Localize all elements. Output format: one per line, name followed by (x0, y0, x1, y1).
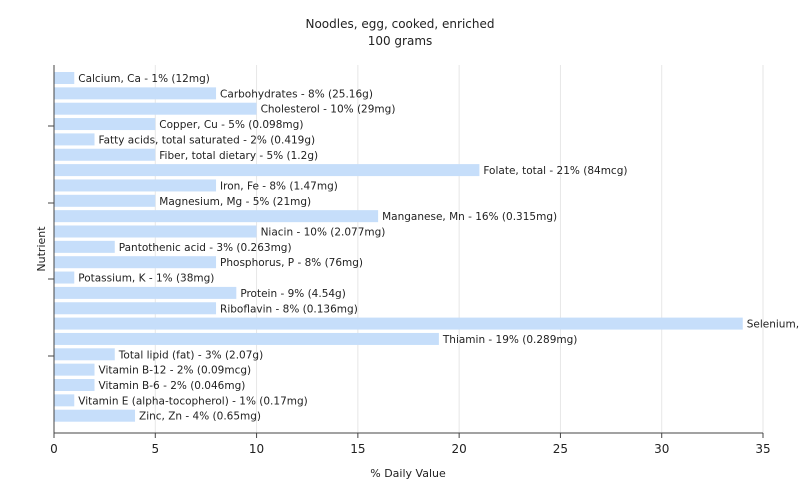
bar-15 (54, 302, 217, 315)
x-tick-label-0: 0 (50, 442, 58, 456)
bar-label-4: Fatty acids, total saturated - 2% (0.419… (99, 134, 316, 146)
x-axis-title: % Daily Value (370, 467, 446, 480)
bar-16 (54, 317, 743, 330)
bar-18 (54, 348, 115, 361)
bar-label-15: Riboflavin - 8% (0.136mg) (220, 303, 358, 315)
bar-label-11: Pantothenic acid - 3% (0.263mg) (119, 242, 292, 254)
bar-label-10: Niacin - 10% (2.077mg) (261, 227, 386, 239)
bar-label-18: Total lipid (fat) - 3% (2.07g) (118, 349, 263, 361)
grid-layer (53, 65, 764, 433)
bar-label-19: Vitamin B-12 - 2% (0.09mcg) (99, 365, 252, 377)
bar-9 (54, 210, 379, 223)
chart-title: Noodles, egg, cooked, enriched (305, 17, 494, 31)
bar-8 (54, 194, 156, 207)
bar-label-3: Copper, Cu - 5% (0.098mg) (159, 119, 303, 131)
bar-label-21: Vitamin E (alpha-tocopherol) - 1% (0.17m… (78, 395, 308, 407)
bar-label-22: Zinc, Zn - 4% (0.65mg) (139, 411, 261, 423)
bar-17 (54, 332, 439, 345)
bar-label-8: Magnesium, Mg - 5% (21mg) (159, 196, 311, 208)
bar-label-12: Phosphorus, P - 8% (76mg) (220, 257, 363, 269)
bar-2 (54, 102, 257, 115)
bar-21 (54, 394, 75, 407)
x-tick-label-2: 10 (249, 442, 264, 456)
bar-22 (54, 409, 136, 422)
y-axis-title: Nutrient (35, 226, 48, 272)
bar-19 (54, 363, 95, 376)
bar-10 (54, 225, 257, 238)
bar-label-5: Fiber, total dietary - 5% (1.2g) (159, 150, 318, 162)
ticks-layer: 0 5 10 15 20 25 30 35 (50, 433, 771, 456)
bar-label-16: Selenium, Se - 34% (23.9mcg) (747, 319, 800, 331)
bar-3 (54, 118, 156, 131)
bar-11 (54, 240, 115, 253)
bar-13 (54, 271, 75, 284)
bar-7 (54, 179, 217, 192)
bar-label-1: Carbohydrates - 8% (25.16g) (220, 88, 373, 100)
bar-12 (54, 256, 217, 269)
chart-subtitle: 100 grams (368, 34, 433, 48)
bar-label-6: Folate, total - 21% (84mcg) (483, 165, 627, 177)
x-tick-label-1: 5 (151, 442, 159, 456)
bar-1 (54, 87, 217, 100)
bar-4 (54, 133, 95, 146)
bar-label-20: Vitamin B-6 - 2% (0.046mg) (99, 380, 246, 392)
x-tick-label-6: 30 (654, 442, 669, 456)
bar-5 (54, 148, 156, 161)
x-tick-label-3: 15 (350, 442, 365, 456)
bar-label-14: Protein - 9% (4.54g) (240, 288, 346, 300)
bar-label-0: Calcium, Ca - 1% (12mg) (78, 73, 210, 85)
bar-label-9: Manganese, Mn - 16% (0.315mg) (382, 211, 557, 223)
x-tick-label-7: 35 (755, 442, 770, 456)
bar-14 (54, 286, 237, 299)
bar-label-17: Thiamin - 19% (0.289mg) (442, 334, 578, 346)
labels-layer: Calcium, Ca - 1% (12mg) Carbohydrates - 8… (78, 73, 800, 423)
bar-6 (54, 164, 480, 177)
bar-label-13: Potassium, K - 1% (38mg) (78, 273, 214, 285)
bar-label-2: Cholesterol - 10% (29mg) (261, 104, 396, 116)
bar-20 (54, 379, 95, 391)
x-tick-label-4: 20 (452, 442, 467, 456)
bars-layer (54, 72, 743, 422)
x-tick-label-5: 25 (553, 442, 568, 456)
bar-0 (54, 72, 75, 84)
bar-label-7: Iron, Fe - 8% (1.47mg) (220, 180, 338, 192)
axes-layer (48, 65, 763, 434)
